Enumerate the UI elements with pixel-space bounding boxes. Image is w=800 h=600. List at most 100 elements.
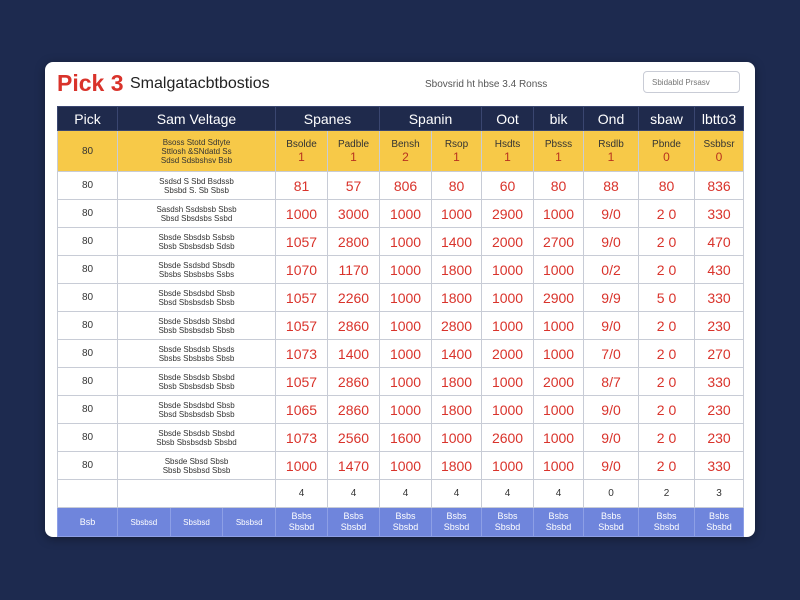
value-cell: 230 — [694, 423, 744, 452]
footer-cell-top: Bsbs — [497, 511, 518, 521]
table-row[interactable]: 80 Sbsde Sbsd Sbsb Sbsb Sbsbsd Sbsb 1000 147… — [57, 451, 744, 480]
value-cell: 1073 — [275, 339, 328, 368]
value-cell: 1000 — [481, 311, 535, 340]
value-cell: 5 0 — [638, 283, 696, 312]
table-row[interactable]: 80 Sbsde Sbsdsb Ssbsb Sbsb Sbsbsdsb Sdsb 10… — [57, 227, 744, 256]
cell-label: Hsdts — [494, 139, 521, 150]
footer-row: Bsb Sbsbsd Sbsbsd Sbsbsd Bsbs Sbsbd Bsbs Sbsbd B… — [57, 507, 744, 537]
search-input[interactable]: Sbidabld Prsasv — [643, 71, 740, 93]
pick-cell: 80 — [57, 171, 118, 200]
value-cell: Pbsss 1 — [533, 130, 585, 172]
sum-cell: Sbsde Sbsdsb Ssbsb Sbsb Sbsbsdsb Sdsb — [117, 227, 276, 256]
value-cell: 1000 — [431, 423, 483, 452]
value-cell: 1057 — [275, 227, 328, 256]
table-row[interactable]: 80 Sbsde Sbsdsb Sbsbd Sbsb Sbsbsdsb Sbsbd 1… — [57, 423, 744, 452]
column-header[interactable]: Pick — [57, 106, 118, 131]
cell-value: 0 — [715, 150, 723, 164]
column-header[interactable]: lbtto3 — [694, 106, 744, 131]
value-cell: 1000 — [379, 199, 433, 228]
value-cell: 1000 — [481, 395, 535, 424]
pick-cell: 80 — [57, 199, 118, 228]
page-subtitle: Sbovsrid ht hbse 3.4 Ronss — [425, 79, 548, 90]
footer-cell: Bsbs Sbsbd — [275, 507, 328, 537]
sum-line: Ssdsd S Sbd Bsdssb — [159, 176, 234, 186]
footer-cell-top: Bsbs — [446, 511, 467, 521]
pick-cell: 80 — [57, 255, 118, 284]
sum-line: Sbsde Sbsd Sbsb — [164, 456, 229, 466]
sum-cell — [117, 479, 276, 508]
footer-subcell: Sbsbsd — [171, 508, 224, 536]
value-cell: 2560 — [326, 423, 381, 452]
column-header[interactable]: Spanes — [274, 106, 381, 131]
value-cell: 2900 — [533, 283, 585, 312]
sum-line: Sbsbs Sbsbsbs Sbsb — [158, 353, 235, 363]
count-cell: 4 — [379, 479, 433, 508]
results-table: Pick Sam Veltage Spanes Spanin Oot bik O… — [57, 106, 744, 537]
value-cell: 2800 — [326, 227, 381, 256]
value-cell: 1000 — [481, 367, 535, 396]
table-row[interactable]: 80 Sbsde Sbsdsbd Sbsb Sbsd Sbsbsdsb Sbsb 10… — [57, 283, 744, 312]
footer-cell: Bsbs Sbsbd — [431, 507, 483, 537]
footer-cell-bottom: Sbsbd — [288, 522, 315, 532]
pick-cell: 80 — [57, 227, 118, 256]
pick-cell: 80 — [57, 367, 118, 396]
table-row[interactable]: 80 Sbsde Ssdsbd Sbsdb Sbsbs Sbsbsbs Ssbs 10… — [57, 255, 744, 284]
value-cell: 9/9 — [583, 283, 640, 312]
value-cell: 1073 — [275, 423, 328, 452]
sum-cell: Sbsde Sbsdsb Sbsbd Sbsb Sbsbsdsb Sbsbd — [117, 423, 276, 452]
table-row[interactable]: 80 Sbsde Sbsdsb Sbsbd Sbsb Sbsbsdsb Sbsb 10… — [57, 311, 744, 340]
value-cell: 57 — [326, 171, 381, 200]
footer-cell-top: Bsbs — [548, 511, 569, 521]
sum-cell: Sbsde Sbsdsbd Sbsb Sbsd Sbsbsdsb Sbsb — [117, 283, 276, 312]
value-cell: 1000 — [533, 423, 585, 452]
sum-cell: Sbsde Sbsdsb Sbsbd Sbsb Sbsbsdsb Sbsb — [117, 311, 276, 340]
value-cell: 1000 — [533, 451, 585, 480]
footer-cell-bottom: Sbsbd — [653, 522, 680, 532]
sum-line: Sbsde Sbsdsb Sbsbd — [158, 428, 235, 438]
cell-label: Pbsss — [544, 139, 573, 150]
column-header[interactable]: Spanin — [379, 106, 483, 131]
column-header[interactable]: Oot — [481, 106, 535, 131]
sum-line: Sbsbd S. Sb Sbsb — [164, 185, 229, 195]
value-cell: 1800 — [431, 395, 483, 424]
table-row[interactable]: 80 Sasdsh Ssdsbsb Sbsb Sbsd Sbsdsbs Ssbd 10… — [57, 199, 744, 228]
value-cell: 1000 — [481, 451, 535, 480]
sum-cell: Bsoss Stotd Sdtyte Sttlosh &SNdatd Ss Sdsd… — [117, 130, 276, 172]
value-cell: 80 — [431, 171, 483, 200]
value-cell: 80 — [533, 171, 585, 200]
cell-value: 1 — [453, 150, 460, 164]
value-cell: 1000 — [481, 255, 535, 284]
sum-line: Sbsd Sbsbsdsb Sbsb — [158, 297, 235, 307]
cell-label: Pbnde — [652, 139, 681, 150]
value-cell: 1070 — [275, 255, 328, 284]
table-row[interactable]: 80 Sbsde Sbsdsbd Sbsb Sbsd Sbsbsdsb Sbsb 10… — [57, 395, 744, 424]
column-header[interactable]: Ond — [583, 106, 640, 131]
column-header[interactable]: sbaw — [638, 106, 696, 131]
column-header[interactable]: Sam Veltage — [117, 106, 276, 131]
footer-cell: Bsbs Sbsbd — [533, 507, 585, 537]
table-row-highlight[interactable]: 80 Bsoss Stotd Sdtyte Sttlosh &SNdatd Ss Sd… — [57, 130, 744, 172]
value-cell: 1000 — [533, 339, 585, 368]
footer-cell-bottom: Sbsbd — [443, 522, 470, 532]
value-cell: 2900 — [481, 199, 535, 228]
value-cell: 1470 — [326, 451, 381, 480]
footer-label: Bsb — [57, 507, 118, 537]
column-header[interactable]: bik — [533, 106, 585, 131]
table-row[interactable]: 80 Sbsde Sbsdsb Sbsds Sbsbs Sbsbsbs Sbsb 10… — [57, 339, 744, 368]
value-cell: 1000 — [533, 395, 585, 424]
value-cell: 230 — [694, 311, 744, 340]
pick-cell: 80 — [57, 395, 118, 424]
value-cell: 1170 — [326, 255, 381, 284]
value-cell: 470 — [694, 227, 744, 256]
sum-line: Sbsde Sbsdsb Ssbsb — [158, 232, 235, 242]
footer-cell: Bsbs Sbsbd — [583, 507, 640, 537]
table-row[interactable]: 80 Ssdsd S Sbd Bsdssb Sbsbd S. Sb Sbsb 81 57… — [57, 171, 744, 200]
value-cell: 1000 — [533, 255, 585, 284]
value-cell: 2260 — [326, 283, 381, 312]
table-body: 80 Bsoss Stotd Sdtyte Sttlosh &SNdatd Ss Sd… — [57, 130, 744, 537]
footer-cell-top: Bsbs — [343, 511, 364, 521]
footer-cell-bottom: Sbsbd — [706, 522, 732, 532]
table-row[interactable]: 80 Sbsde Sbsdsb Sbsbd Sbsb Sbsbsdsb Sbsb 10… — [57, 367, 744, 396]
pick-cell: 80 — [57, 283, 118, 312]
